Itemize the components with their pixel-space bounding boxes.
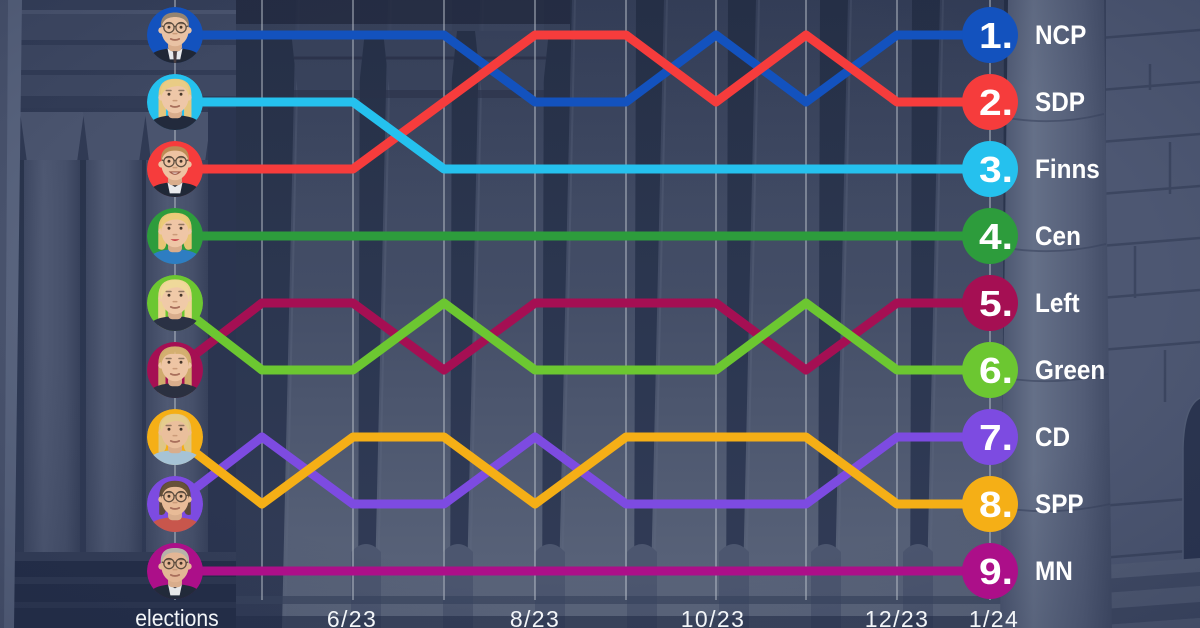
svg-text:5.: 5. bbox=[979, 283, 1013, 324]
svg-text:7.: 7. bbox=[979, 417, 1013, 458]
svg-text:4.: 4. bbox=[979, 216, 1013, 257]
svg-text:9.: 9. bbox=[979, 551, 1013, 592]
svg-text:1.: 1. bbox=[979, 15, 1013, 56]
svg-text:3.: 3. bbox=[979, 149, 1013, 190]
svg-text:8.: 8. bbox=[979, 484, 1013, 525]
svg-text:6.: 6. bbox=[979, 350, 1013, 391]
svg-text:2.: 2. bbox=[979, 82, 1013, 123]
